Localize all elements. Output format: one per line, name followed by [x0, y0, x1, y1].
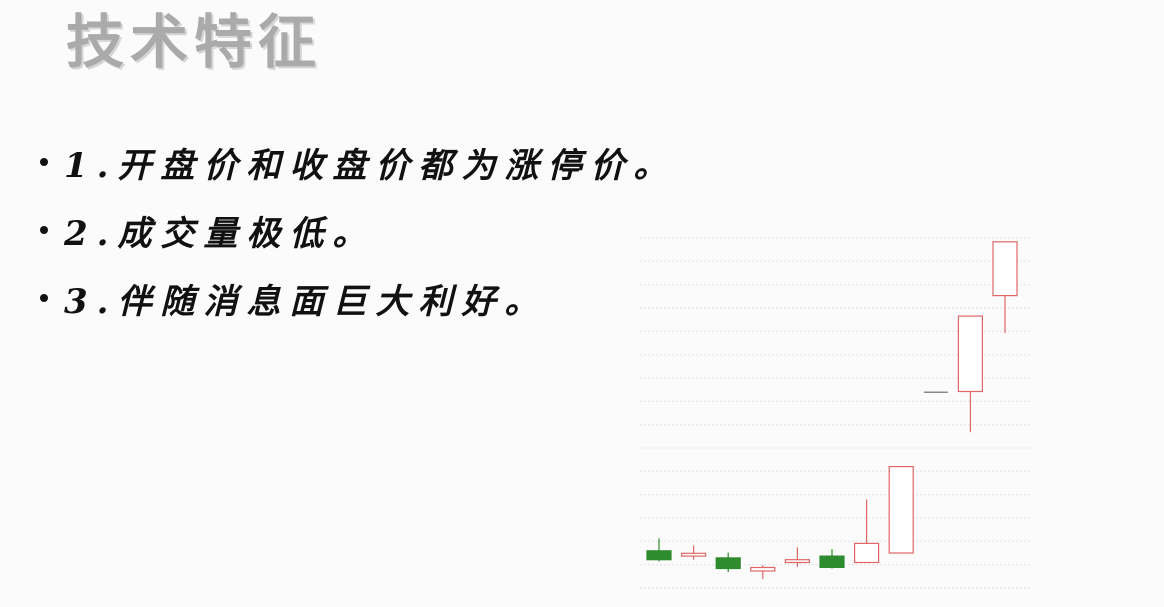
candlestick-chart — [640, 226, 1030, 594]
candle-body-down — [646, 550, 672, 561]
bullet-item: 2.成交量极低。 — [40, 196, 677, 264]
bullet-dot-icon — [40, 294, 48, 302]
bullet-text: 2.成交量极低。 — [64, 213, 376, 254]
candle-body-up — [750, 566, 776, 572]
candle-body-up — [992, 241, 1018, 297]
bullet-item: 3.伴随消息面巨大利好。 — [40, 264, 677, 332]
candle-body-up — [957, 315, 983, 393]
candle-body-up — [854, 542, 880, 564]
candle-body-up — [784, 559, 810, 564]
candle-body-down — [715, 557, 741, 570]
candle-body-up — [888, 466, 914, 554]
candle-body-down — [819, 555, 845, 569]
candle-body-up — [680, 552, 707, 557]
slide-title: 技术特征 — [66, 8, 323, 76]
bullet-dot-icon — [40, 226, 48, 234]
bullet-text: 3.伴随消息面巨大利好。 — [64, 281, 548, 322]
bullet-text: 1.开盘价和收盘价都为涨停价。 — [64, 145, 677, 186]
chart-canvas — [640, 237, 1030, 589]
bullet-item: 1.开盘价和收盘价都为涨停价。 — [40, 128, 677, 196]
bullet-list: 1.开盘价和收盘价都为涨停价。 2.成交量极低。 3.伴随消息面巨大利好。 — [40, 128, 677, 332]
bullet-dot-icon — [40, 158, 48, 166]
